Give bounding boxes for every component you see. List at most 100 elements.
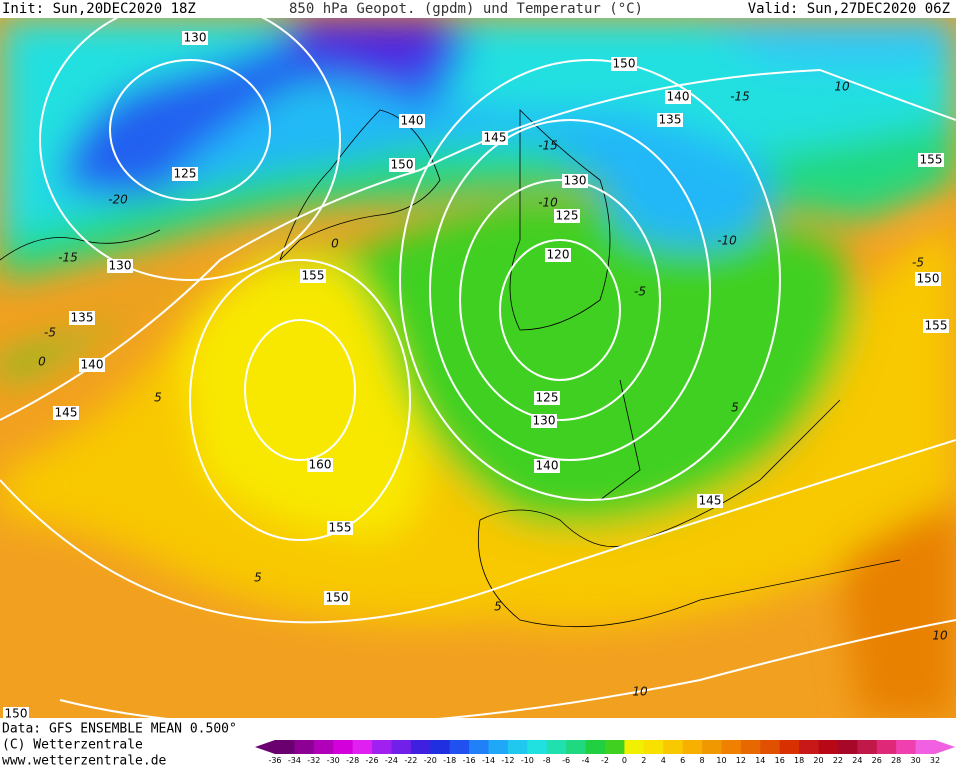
- height-label: 130: [184, 31, 207, 45]
- legend-label: 18: [794, 756, 804, 765]
- legend-label: 2: [641, 756, 646, 765]
- contour-label-box: [482, 131, 508, 145]
- legend-swatch: [410, 740, 431, 754]
- geopotential-contours: [0, 18, 956, 718]
- temperature-label: 10: [834, 80, 850, 94]
- legend-swatch: [488, 740, 509, 754]
- contour-label-box: [327, 521, 353, 535]
- legend-swatch: [721, 740, 742, 754]
- legend-swatch: [760, 740, 781, 754]
- contour-label-box: [3, 707, 29, 721]
- legend-swatch: [313, 740, 334, 754]
- legend-label: 22: [833, 756, 843, 765]
- legend-swatch: [779, 740, 800, 754]
- contour-label-box: [53, 406, 79, 420]
- height-label: 140: [667, 90, 690, 104]
- height-label: 155: [925, 319, 948, 333]
- contour-label-box: [534, 459, 560, 473]
- height-label: 155: [329, 521, 352, 535]
- legend-swatch: [469, 740, 490, 754]
- height-label: 155: [302, 269, 325, 283]
- legend-swatch: [702, 740, 722, 754]
- legend-swatch: [275, 740, 295, 754]
- temperature-label: -5: [912, 256, 924, 270]
- legend-label: -30: [327, 756, 340, 765]
- height-label: 130: [109, 259, 132, 273]
- height-label: 125: [174, 167, 197, 181]
- legend-label: 24: [852, 756, 862, 765]
- contour-label-box: [531, 414, 557, 428]
- contour-label-box: [923, 319, 949, 333]
- legend-arrow-low: [255, 740, 275, 754]
- height-label: 150: [613, 57, 636, 71]
- legend-swatch: [294, 740, 315, 754]
- contour-label-box: [300, 269, 326, 283]
- temperature-label: 0: [331, 237, 339, 251]
- contour-label-box: [665, 90, 691, 104]
- legend-label: 12: [736, 756, 746, 765]
- legend-label: 26: [872, 756, 882, 765]
- legend-swatch: [643, 740, 664, 754]
- legend-swatch: [352, 740, 373, 754]
- height-label: 140: [401, 114, 424, 128]
- height-label: 145: [55, 406, 78, 420]
- contour-label-box: [79, 358, 105, 372]
- legend-swatch: [837, 740, 858, 754]
- contour-label-box: [534, 391, 560, 405]
- legend-label: 28: [891, 756, 901, 765]
- legend-swatch: [857, 740, 878, 754]
- temperature-label: 10: [932, 629, 948, 643]
- data-source: Data: GFS ENSEMBLE MEAN 0.500°: [2, 722, 237, 737]
- legend-label: 4: [661, 756, 666, 765]
- legend-label: 16: [775, 756, 785, 765]
- contour-label-box: [182, 31, 208, 45]
- contour-label-box: [399, 114, 425, 128]
- legend-swatch: [507, 740, 528, 754]
- legend-label: 20: [813, 756, 823, 765]
- contour-label-box: [657, 113, 683, 127]
- legend-label: -4: [582, 756, 590, 765]
- height-label: 130: [533, 414, 556, 428]
- contour-label-box: [324, 591, 350, 605]
- height-label: 130: [564, 174, 587, 188]
- legend-label: -26: [366, 756, 379, 765]
- legend-label: -18: [443, 756, 456, 765]
- legend-swatch: [449, 740, 470, 754]
- legend-label: -2: [601, 756, 609, 765]
- legend-label: -28: [346, 756, 359, 765]
- legend-swatch: [391, 740, 412, 754]
- legend-label: -20: [424, 756, 437, 765]
- temperature-field: [0, 18, 956, 718]
- legend-swatch: [546, 740, 567, 754]
- height-label: 150: [5, 707, 28, 721]
- height-label: 155: [920, 153, 943, 167]
- temperature-label: -20: [108, 193, 128, 207]
- height-label: 135: [71, 311, 94, 325]
- init-time: Init: Sun,20DEC2020 18Z: [2, 1, 196, 17]
- contour-label-box: [697, 494, 723, 508]
- temperature-label: 5: [154, 391, 162, 405]
- legend-swatch: [566, 740, 587, 754]
- legend-label: -16: [463, 756, 476, 765]
- legend-swatch: [682, 740, 703, 754]
- legend-label: -36: [268, 756, 281, 765]
- contour-labels: 130 125 130 135 140 145 155 160 155 150 150 140 145 1…: [3, 31, 949, 721]
- legend-swatch: [333, 740, 354, 754]
- copyright: (C) Wetterzentrale: [2, 738, 143, 753]
- temperature-label: 10: [632, 685, 648, 699]
- legend-label: 0: [622, 756, 627, 765]
- legend-swatch: [896, 740, 917, 754]
- legend-label: -14: [482, 756, 495, 765]
- contour-label-box: [389, 158, 415, 172]
- contour-label-box: [915, 272, 941, 286]
- legend-swatch: [915, 740, 936, 754]
- legend-label: 32: [930, 756, 940, 765]
- temperature-label: 5: [494, 600, 502, 614]
- color-legend: -36 -34 -32 -30 -28 -26 -24 -22 -20 -18 -16 -14 -12-…: [255, 740, 955, 765]
- legend-swatch: [624, 740, 645, 754]
- contour-label-box: [307, 458, 333, 472]
- legend-swatch: [585, 740, 606, 754]
- legend-swatch: [663, 740, 684, 754]
- height-label: 140: [536, 459, 559, 473]
